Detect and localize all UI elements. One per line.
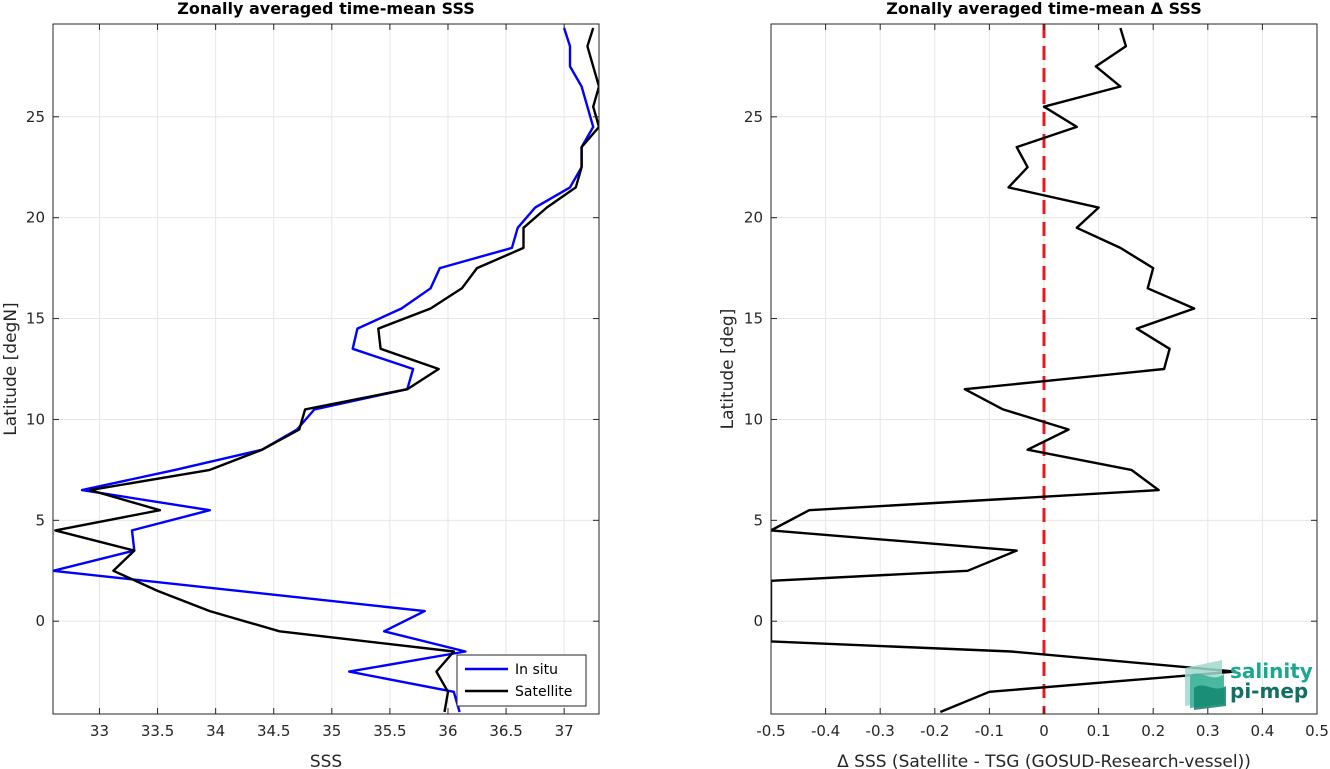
sss-chart-ytick-label: 5 (35, 511, 45, 529)
delta-sss-chart-xtick-label: -0.2 (920, 722, 949, 740)
sss-chart-ytick-label: 20 (26, 209, 45, 227)
delta-sss-chart-ytick-label: 20 (744, 209, 763, 227)
sss-chart-ytick-label: 15 (26, 310, 45, 328)
delta-sss-chart-xtick-label: 0.4 (1250, 722, 1274, 740)
sss-chart-series (53, 27, 599, 713)
sss-chart-title: Zonally averaged time-mean SSS (177, 0, 475, 18)
sss-chart-xtick-label: 37 (555, 722, 574, 740)
delta-sss-chart-xtick-label: 0 (1039, 722, 1049, 740)
sss-chart-ytick-label: 0 (35, 612, 45, 630)
sss-chart-axes-box (52, 23, 600, 715)
delta-sss-chart-ytick-label: 15 (744, 310, 763, 328)
delta-sss-chart-xlabel: Δ SSS (Satellite - TSG (GOSUD-Research-v… (837, 752, 1251, 769)
sss-chart-grid (53, 24, 599, 714)
delta-sss-chart-xtick-label: 0.1 (1087, 722, 1111, 740)
delta-sss-chart-xtick-label: 0.2 (1141, 722, 1165, 740)
sss-chart-xlabel: SSS (310, 752, 342, 769)
legend-box (456, 654, 587, 707)
sss-chart-ytick-label: 25 (26, 108, 45, 126)
delta-sss-chart-xtick-label: 0.5 (1305, 722, 1329, 740)
logo-text-pi-mep: pi-mep (1230, 679, 1308, 703)
delta-sss-chart-grid (770, 24, 1318, 714)
sss-chart-series-in-situ (53, 27, 595, 713)
delta-sss-chart-xtick-label: 0.3 (1196, 722, 1220, 740)
logo-waves-icon (1185, 660, 1226, 710)
sss-chart-plot-area (53, 24, 599, 714)
sss-chart-xtick-label: 35.5 (373, 722, 406, 740)
delta-sss-chart-xtick-label: -0.4 (811, 722, 840, 740)
sss-chart-xtick-label: 33.5 (141, 722, 174, 740)
delta-sss-chart-xtick-label: -0.5 (756, 722, 785, 740)
sss-chart-xtick-label: 36.5 (489, 722, 522, 740)
sss-chart: Zonally averaged time-mean SSS 33 33.5 34 3… (1, 0, 600, 769)
sss-chart-legend: In situ Satellite (456, 654, 587, 707)
legend-label-satellite: Satellite (515, 684, 572, 700)
sss-chart-series-satellite (54, 27, 599, 713)
legend-label-in-situ: In situ (515, 662, 558, 678)
sss-chart-ytick-label: 10 (26, 410, 45, 428)
delta-sss-chart-series (771, 27, 1237, 714)
delta-sss-chart-xtick-label: -0.3 (866, 722, 895, 740)
sss-chart-xtick-label: 34.5 (257, 722, 290, 740)
sss-chart-ticks: 33 33.5 34 34.5 35 35.5 36 36.5 37 0 5 10 15 20 25 (26, 24, 599, 740)
logo-text-salinity: salinity (1230, 659, 1313, 683)
sss-chart-xtick-label: 35 (322, 722, 341, 740)
delta-sss-chart: Zonally averaged time-mean Δ SSS -0.5 -0.… (718, 0, 1329, 769)
delta-sss-chart-series-delta (771, 27, 1237, 714)
delta-sss-chart-ticks: -0.5 -0.4 -0.3 -0.2 -0.1 0 0.1 0.2 0.3 0.4 0.5 0 5 10… (744, 24, 1329, 740)
delta-sss-chart-title: Zonally averaged time-mean Δ SSS (886, 0, 1202, 18)
delta-sss-chart-xtick-label: -0.1 (975, 722, 1004, 740)
delta-sss-chart-ytick-label: 10 (744, 410, 763, 428)
delta-sss-chart-ytick-label: 5 (753, 511, 763, 529)
salinity-pi-mep-logo: salinity pi-mep (1185, 659, 1313, 710)
sss-chart-xtick-label: 33 (90, 722, 109, 740)
delta-sss-chart-ytick-label: 0 (753, 612, 763, 630)
sss-chart-xtick-label: 36 (438, 722, 457, 740)
delta-sss-chart-ylabel: Latitude [deg] (718, 309, 738, 430)
sss-chart-ylabel: Latitude [degN] (1, 302, 21, 435)
delta-sss-chart-ytick-label: 25 (744, 108, 763, 126)
sss-chart-xtick-label: 34 (206, 722, 225, 740)
